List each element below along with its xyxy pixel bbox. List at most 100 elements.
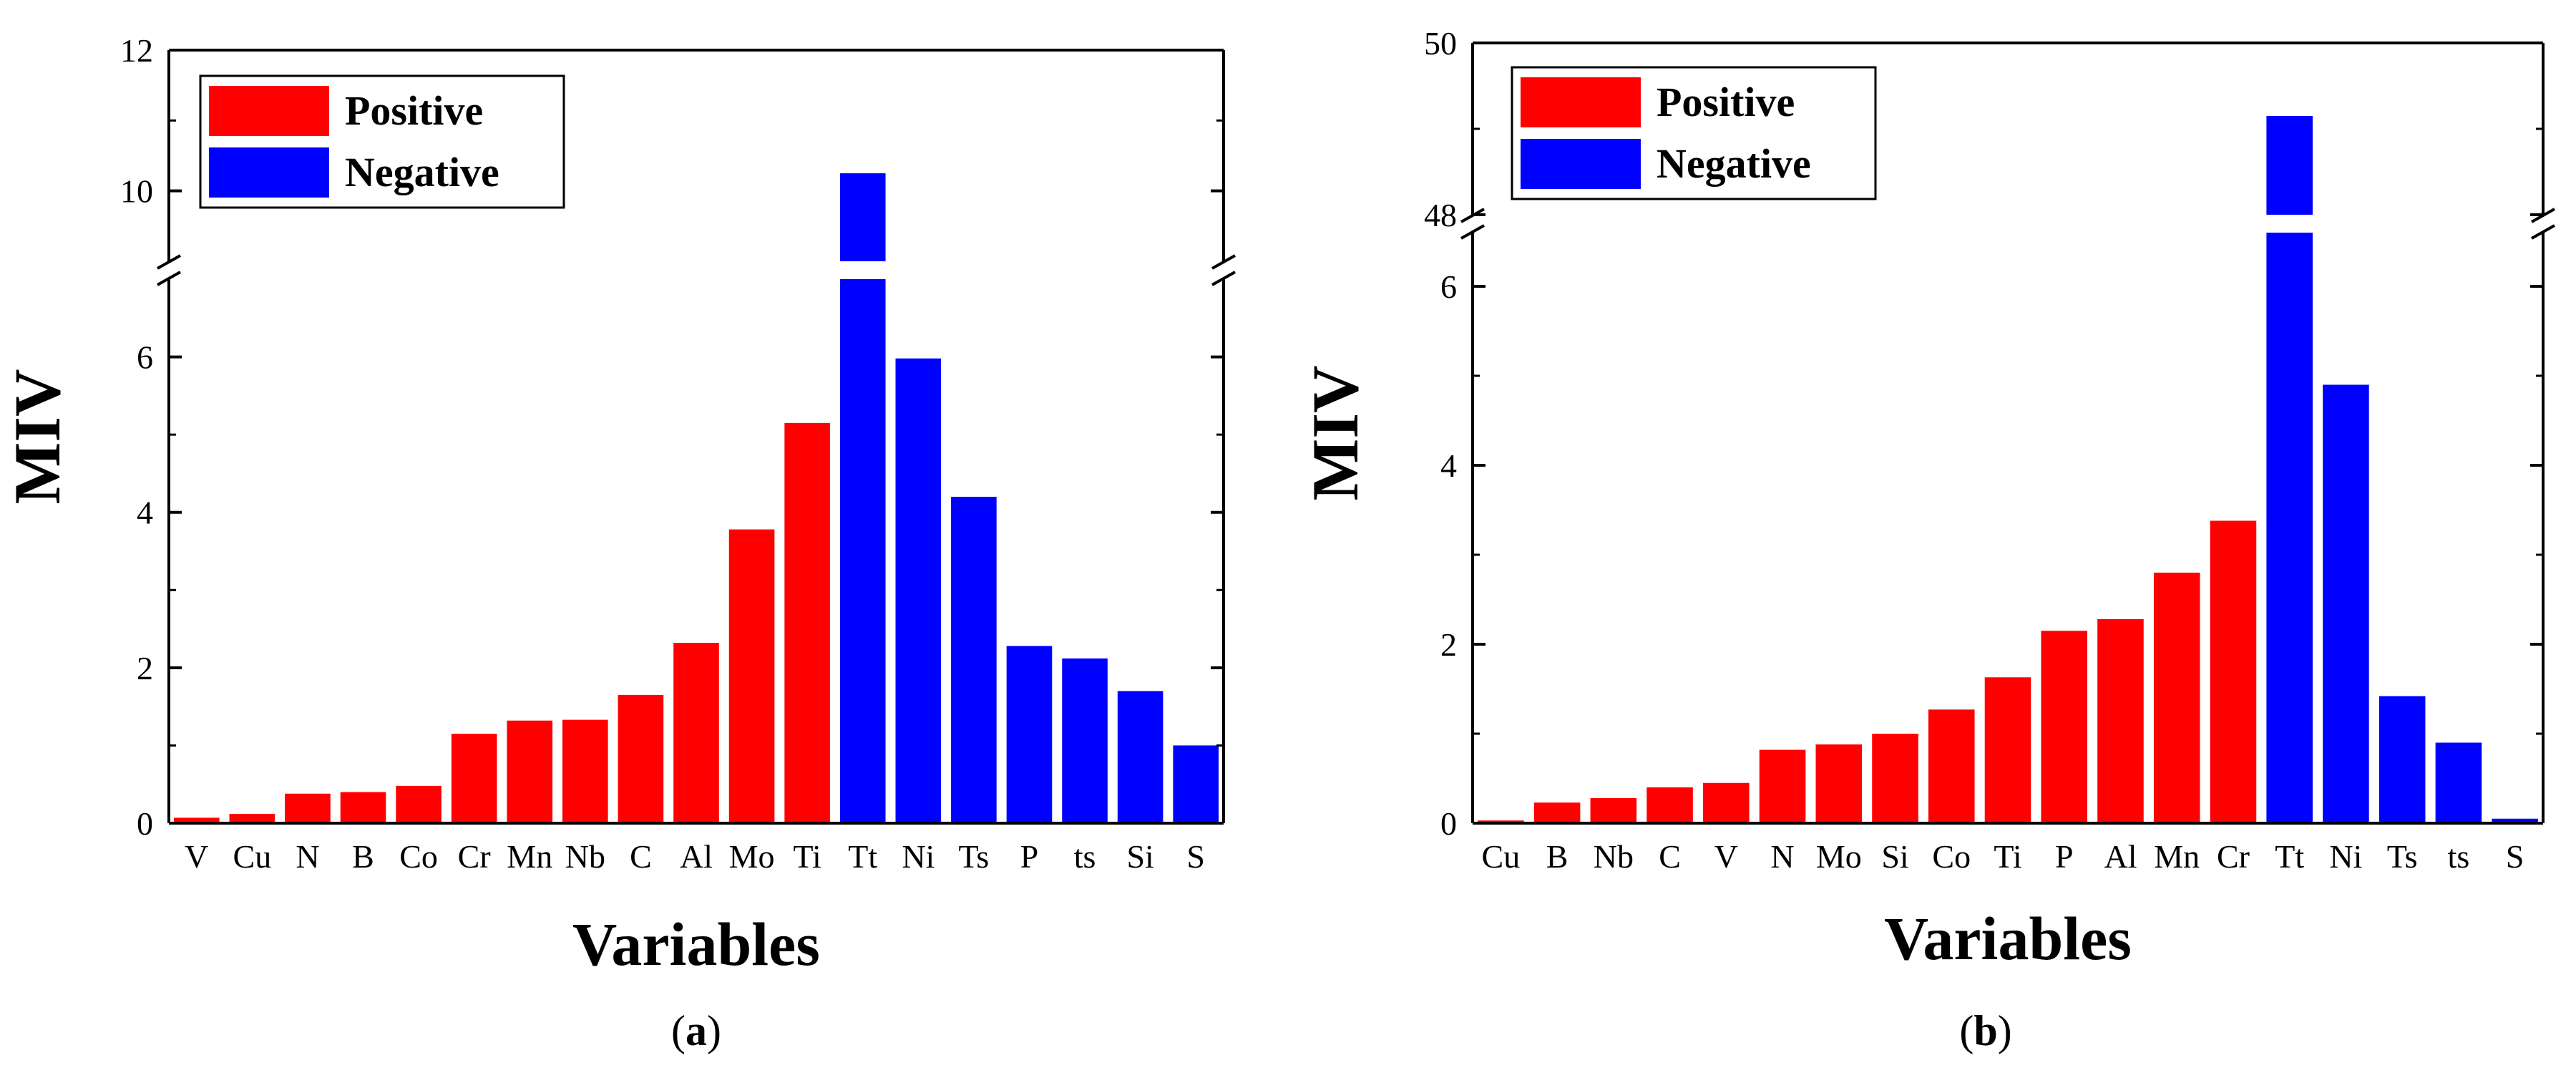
bar-Tt-lower (2266, 233, 2313, 823)
x-tick-label: Ts (958, 838, 989, 875)
bar-Tt-lower (839, 279, 886, 823)
bar-V (1703, 782, 1750, 823)
x-tick-label: Co (1932, 838, 1971, 875)
break-mark (1460, 224, 1485, 240)
bar-Tt-upper (839, 173, 886, 261)
x-tick-label: Si (1881, 838, 1908, 875)
x-tick-label: Tt (2275, 838, 2304, 875)
x-tick-label: C (630, 838, 652, 875)
bar-N (285, 793, 331, 823)
bar-Ts (951, 497, 997, 823)
x-tick-label: Ts (2387, 838, 2418, 875)
x-tick-label: B (1546, 838, 1568, 875)
bar-Mo (728, 529, 775, 823)
caption-close: ) (707, 1007, 721, 1054)
legend: Positive Negative (199, 74, 565, 209)
legend-swatch-negative (209, 147, 329, 198)
bar-B (1533, 802, 1581, 823)
caption-close: ) (1998, 1007, 2012, 1054)
y-tick-label: 2 (137, 650, 153, 686)
bar-P (2041, 631, 2088, 823)
bar-Cr (2210, 520, 2257, 823)
x-tick-label: ts (1074, 838, 1096, 875)
bar-Si (1872, 734, 1918, 823)
y-tick-label: 6 (1440, 268, 1457, 305)
bar-Ni (2323, 384, 2369, 823)
bar-Cr (451, 734, 497, 823)
y-axis-title: MIV (1, 369, 74, 504)
x-tick-label: S (2506, 838, 2524, 875)
panel-caption: (b) (1959, 1007, 2011, 1054)
x-tick-label: Ti (1994, 838, 2021, 875)
legend: Positive Negative (1511, 66, 1877, 200)
caption-letter: b (1974, 1007, 1997, 1054)
x-tick-label: Cr (2217, 838, 2250, 875)
x-tick-label: Mn (2154, 838, 2200, 875)
caption-letter: a (686, 1007, 707, 1054)
y-tick-label: 6 (137, 339, 153, 376)
break-mark (157, 254, 181, 270)
break-mark (1211, 254, 1236, 270)
bar-Ti (1984, 677, 2031, 823)
panel-caption: (a) (671, 1007, 721, 1054)
x-tick-label: ts (2448, 838, 2470, 875)
x-tick-label: Ni (902, 838, 935, 875)
x-tick-label: Nb (1594, 838, 1634, 875)
bar-Nb (562, 719, 608, 823)
bar-Al (673, 643, 719, 823)
bar-Ts (2379, 696, 2426, 823)
x-tick-label: S (1186, 838, 1205, 875)
break-mark (2531, 224, 2555, 240)
bar-S (1173, 745, 1219, 823)
bar-ts (2435, 742, 2482, 823)
bar-Ti (784, 422, 830, 823)
axes-frame (1471, 42, 2545, 825)
x-tick-label: Al (2104, 838, 2137, 875)
bar-Co (1928, 709, 1975, 823)
y-tick-label: 0 (1440, 805, 1457, 842)
legend-swatch-negative (1521, 139, 1641, 189)
bar-S (2492, 818, 2538, 823)
y-tick-label: 50 (1424, 25, 1457, 62)
y-tick-label: 48 (1424, 197, 1457, 233)
x-tick-label: Al (680, 838, 713, 875)
axis-break-left (157, 254, 181, 286)
x-tick-label: P (1020, 838, 1039, 875)
legend-label-positive: Positive (1657, 79, 1795, 125)
x-tick-label: Mo (1816, 838, 1862, 875)
legend-label-positive: Positive (345, 87, 483, 134)
caption-open: ( (671, 1007, 686, 1054)
bar-N (1759, 749, 1806, 823)
x-tick-label: V (1714, 838, 1738, 875)
bar-Mn (2153, 573, 2200, 823)
bar-Mo (1815, 744, 1863, 823)
x-tick-label: Cu (233, 838, 272, 875)
legend-swatch-positive (1521, 77, 1641, 127)
y-tick-label: 12 (120, 32, 153, 69)
bar-Si (1117, 691, 1163, 823)
x-tick-label: Si (1126, 838, 1153, 875)
x-tick-label: Mn (507, 838, 552, 875)
bar-Nb (1590, 798, 1637, 823)
x-tick-label: Cu (1482, 838, 1521, 875)
bar-Mn (507, 720, 553, 823)
y-tick-label: 4 (1440, 447, 1457, 484)
x-axis-title: Variables (1884, 904, 2132, 973)
bar-P (1006, 646, 1053, 823)
x-tick-label: N (1770, 838, 1794, 875)
bar-Al (2097, 619, 2144, 823)
bar-Ni (895, 358, 942, 823)
bar-Co (396, 785, 441, 823)
axis-break-right (1211, 254, 1236, 286)
break-mark (1211, 271, 1236, 286)
y-axis-title: MIV (1299, 365, 1372, 500)
x-tick-label: N (296, 838, 319, 875)
bar-Cu (229, 813, 275, 823)
x-tick-label: P (2055, 838, 2074, 875)
x-tick-label: V (185, 838, 208, 875)
x-tick-label: Ni (2329, 838, 2362, 875)
bar-B (340, 792, 386, 823)
x-tick-label: Mo (729, 838, 775, 875)
x-tick-label: Tt (848, 838, 877, 875)
